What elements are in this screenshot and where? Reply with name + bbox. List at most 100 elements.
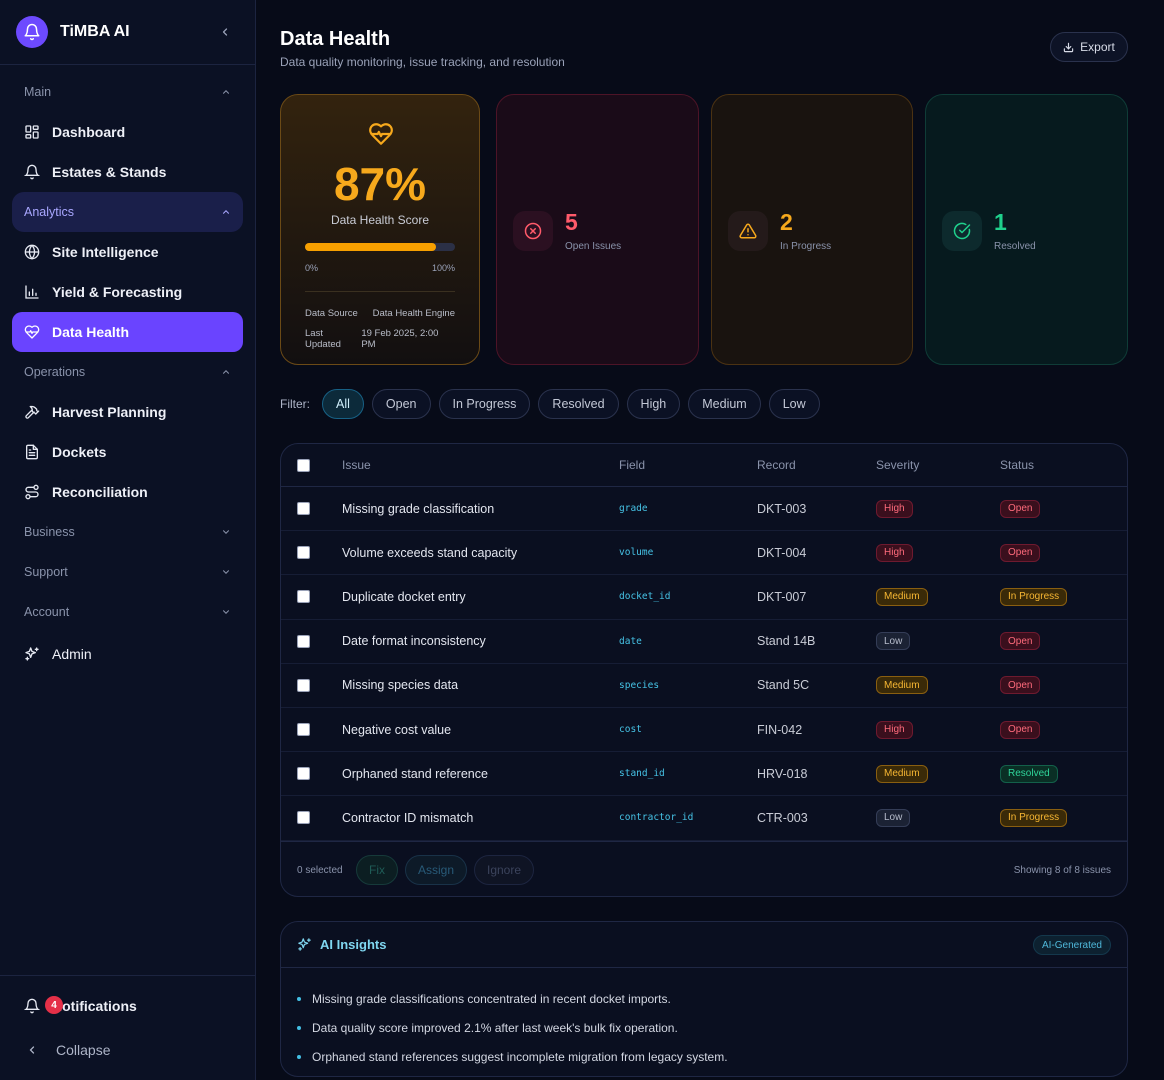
table-row[interactable]: Contractor ID mismatch contractor_id CTR-0…	[281, 796, 1127, 841]
fix-button[interactable]: Fix	[356, 855, 398, 885]
row-checkbox[interactable]	[297, 502, 310, 516]
row-checkbox[interactable]	[297, 811, 310, 825]
ai-insights-list: Missing grade classifications concentrat…	[297, 984, 728, 1071]
ai-insights-title-text: AI Insights	[320, 937, 387, 952]
ai-insights-header: AI Insights AI-Generated	[281, 922, 1127, 968]
chevron-up-icon	[222, 210, 230, 214]
sidebar-item-label: Dashboard	[52, 124, 126, 140]
collapse-button[interactable]: Collapse	[26, 1042, 110, 1058]
sidebar-footer: Notifications 4 Collapse	[0, 975, 255, 1058]
sidebar: TiMBA AI Main Dashboard Estates & Stands…	[0, 0, 256, 1080]
last-updated-label: Last Updated	[305, 328, 341, 350]
resolved-card[interactable]: 1 Resolved	[925, 94, 1128, 365]
data-source-row: Data Source Data Health Engine	[305, 308, 455, 319]
record-cell: DKT-007	[757, 589, 807, 604]
issue-cell: Contractor ID mismatch	[342, 810, 474, 825]
row-checkbox[interactable]	[297, 723, 310, 737]
row-checkbox[interactable]	[297, 767, 310, 781]
open-issues-card[interactable]: 5 Open Issues	[496, 94, 699, 365]
ignore-button[interactable]: Ignore	[474, 855, 535, 885]
issue-cell: Date format inconsistency	[342, 634, 486, 649]
table-footer: 0 selected Fix Assign Ignore Showing 8 o…	[281, 841, 1127, 896]
section-main[interactable]: Main	[12, 72, 243, 112]
column-header-field[interactable]: Field	[619, 458, 646, 472]
record-cell: CTR-003	[757, 810, 808, 825]
in-progress-label: In Progress	[780, 241, 832, 252]
open-issues-value: 5	[565, 209, 578, 235]
progress-min-label: 0%	[305, 263, 319, 273]
page-subtitle: Data quality monitoring, issue tracking,…	[280, 55, 565, 69]
filter-label: Filter:	[280, 397, 310, 411]
select-all-checkbox[interactable]	[297, 458, 310, 472]
sparkles-icon	[24, 646, 40, 662]
alert-triangle-icon	[728, 211, 768, 251]
row-checkbox[interactable]	[297, 590, 310, 604]
column-header-record[interactable]: Record	[757, 458, 796, 472]
export-button[interactable]: Export	[1050, 32, 1128, 62]
table-body: Missing grade classification grade DKT-003…	[281, 487, 1127, 841]
column-header-status[interactable]: Status	[1000, 458, 1035, 472]
filter-chip-high[interactable]: High	[626, 389, 681, 419]
check-circle-icon	[942, 211, 982, 251]
severity-badge: Medium	[876, 676, 928, 695]
field-cell: stand_id	[619, 768, 665, 780]
progress-max-label: 100%	[431, 263, 455, 273]
filter-chip-open[interactable]: Open	[371, 389, 431, 419]
sidebar-item-harvest[interactable]: Harvest Planning	[12, 392, 243, 432]
notifications-button[interactable]: Notifications 4	[24, 996, 137, 1014]
filter-chip-in-progress[interactable]: In Progress	[438, 389, 531, 419]
showing-count: Showing 8 of 8 issues	[1013, 865, 1111, 876]
table-row[interactable]: Missing species data species Stand 5C Mediu…	[281, 664, 1127, 708]
health-score-value: 87%	[333, 158, 427, 210]
bullet-icon	[297, 1025, 301, 1030]
table-row[interactable]: Orphaned stand reference stand_id HRV-018 M…	[281, 752, 1127, 797]
section-operations[interactable]: Operations	[12, 352, 243, 392]
field-cell: date	[619, 635, 642, 647]
column-header-issue[interactable]: Issue	[342, 458, 371, 472]
sidebar-item-site-intelligence[interactable]: Site Intelligence	[12, 232, 243, 272]
row-checkbox[interactable]	[297, 678, 310, 692]
status-badge: In Progress	[1000, 808, 1068, 827]
download-icon	[1063, 42, 1074, 52]
row-checkbox[interactable]	[297, 634, 310, 648]
in-progress-value: 2	[780, 209, 793, 235]
filter-chip-low[interactable]: Low	[768, 389, 820, 419]
insight-text: Data quality score improved 2.1% after l…	[312, 1020, 678, 1035]
sidebar-item-admin[interactable]: Admin	[12, 634, 243, 674]
assign-button[interactable]: Assign	[405, 855, 468, 885]
section-analytics[interactable]: Analytics	[12, 192, 243, 232]
sidebar-item-estates[interactable]: Estates & Stands	[12, 152, 243, 192]
section-account[interactable]: Account	[12, 592, 243, 632]
field-cell: volume	[619, 547, 654, 559]
ai-insights-panel: AI Insights AI-Generated Missing grade c…	[280, 921, 1128, 1077]
section-label: Main	[24, 85, 52, 99]
data-source-value: Data Health Engine	[372, 308, 455, 319]
page-title: Data Health	[280, 28, 391, 50]
sidebar-item-reconciliation[interactable]: Reconciliation	[12, 472, 243, 512]
chevron-down-icon	[222, 570, 230, 574]
sidebar-item-dockets[interactable]: Dockets	[12, 432, 243, 472]
sidebar-item-yield[interactable]: Yield & Forecasting	[12, 272, 243, 312]
table-row[interactable]: Missing grade classification grade DKT-003…	[281, 487, 1127, 532]
ai-insights-title: AI Insights	[297, 937, 386, 952]
table-row[interactable]: Negative cost value cost FIN-042 High Open	[281, 708, 1127, 753]
in-progress-card[interactable]: 2 In Progress	[711, 94, 913, 365]
section-support[interactable]: Support	[12, 552, 243, 592]
sidebar-item-dashboard[interactable]: Dashboard	[12, 112, 243, 152]
section-business[interactable]: Business	[12, 512, 243, 552]
chevron-left-icon[interactable]	[217, 24, 233, 40]
main-content: Data Health Data quality monitoring, iss…	[256, 0, 1164, 1080]
filter-chip-all[interactable]: All	[322, 389, 364, 419]
brand-logo-icon[interactable]	[16, 16, 48, 48]
brand-name: TiMBA AI	[60, 23, 130, 40]
table-row[interactable]: Volume exceeds stand capacity volume DKT-0…	[281, 531, 1127, 576]
sidebar-item-data-health[interactable]: Data Health	[12, 312, 243, 352]
table-row[interactable]: Date format inconsistency date Stand 14B Lo…	[281, 620, 1127, 664]
filter-chip-medium[interactable]: Medium	[688, 389, 761, 419]
row-checkbox[interactable]	[297, 546, 310, 560]
table-row[interactable]: Duplicate docket entry docket_id DKT-007 Me…	[281, 575, 1127, 620]
filter-chip-resolved[interactable]: Resolved	[538, 389, 619, 419]
column-header-severity[interactable]: Severity	[876, 458, 920, 472]
last-updated-value: 19 Feb 2025, 2:00 PM	[361, 328, 439, 350]
brand: TiMBA AI	[0, 0, 255, 65]
